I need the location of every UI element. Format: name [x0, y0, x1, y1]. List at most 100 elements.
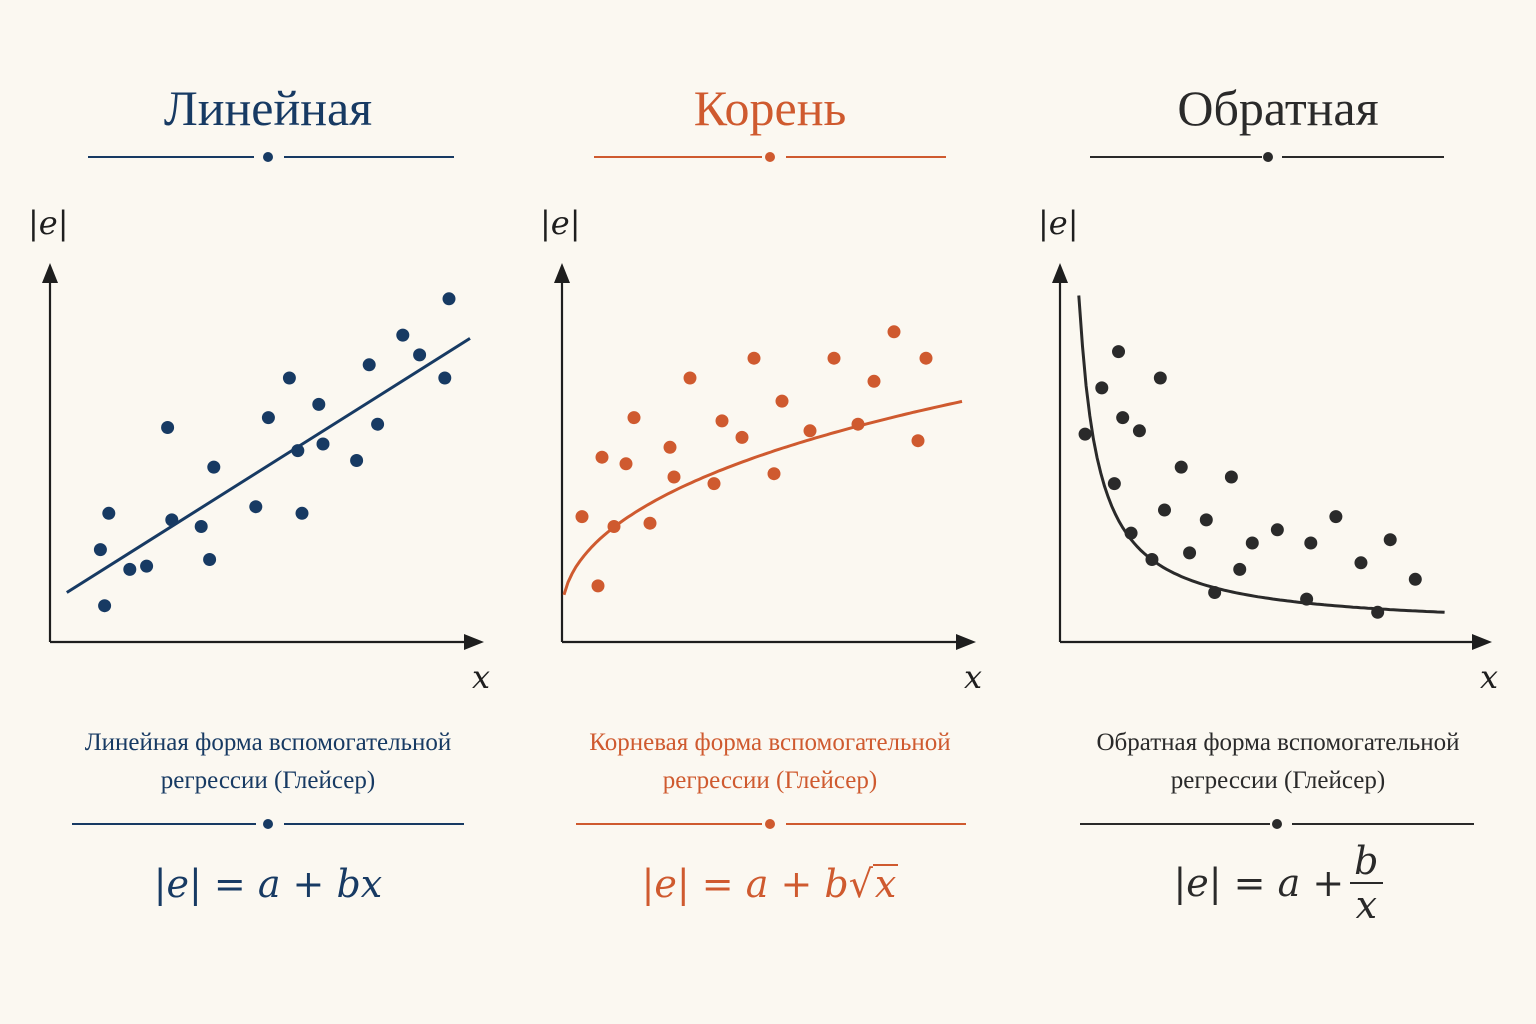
- x-axis-arrow: [956, 634, 976, 650]
- panel-title: Корень: [693, 80, 847, 136]
- data-point: [1224, 470, 1238, 484]
- data-point: [747, 351, 761, 365]
- data-point: [1107, 477, 1121, 491]
- data-point: [627, 411, 641, 425]
- data-point: [619, 457, 633, 471]
- data-point: [203, 553, 217, 566]
- data-point: [1354, 556, 1368, 570]
- data-point: [803, 424, 817, 438]
- title-divider: [1020, 150, 1536, 164]
- data-point: [1329, 510, 1343, 524]
- x-axis-arrow: [464, 634, 484, 650]
- data-point: [282, 371, 296, 385]
- data-point: [1383, 533, 1397, 547]
- data-point: [1233, 562, 1247, 576]
- data-point: [93, 543, 107, 557]
- panel-inverse: Обратная |e| x Обратная форма вспомогател…: [1020, 0, 1536, 1024]
- panel-caption: Корневая форма вспомогательной регрессии…: [520, 724, 1020, 800]
- formula-text: |e| = a + b: [641, 862, 849, 906]
- data-point: [735, 430, 749, 444]
- data-point: [1112, 345, 1126, 359]
- data-point: [775, 394, 789, 408]
- data-point: [591, 579, 605, 593]
- x-axis-label: x: [964, 658, 982, 696]
- caption-line-2: регрессии (Глейсер): [160, 767, 376, 794]
- data-point: [98, 599, 112, 613]
- data-point: [1132, 424, 1146, 438]
- data-point: [194, 520, 208, 533]
- scatter-plot-root: |e| x: [540, 204, 982, 696]
- x-axis-arrow: [1472, 634, 1492, 650]
- data-point: [1183, 546, 1197, 560]
- data-point: [1304, 536, 1318, 550]
- formula-linear: |e| = a + bx: [0, 862, 536, 906]
- data-point: [1270, 523, 1284, 537]
- data-point: [102, 506, 116, 520]
- y-axis-label: |e|: [540, 204, 581, 242]
- data-point: [312, 397, 326, 411]
- x-axis-label: x: [472, 658, 490, 696]
- data-point: [413, 348, 427, 362]
- data-point: [442, 292, 456, 306]
- y-axis-arrow: [554, 263, 570, 283]
- caption-line-1: Корневая форма вспомогательной: [589, 729, 951, 756]
- fit-curve: [1077, 295, 1445, 614]
- caption-divider: [1020, 817, 1536, 831]
- data-point: [1408, 572, 1422, 586]
- data-point: [140, 559, 154, 573]
- data-point: [643, 516, 657, 530]
- scatter-plot-linear: |e| x: [28, 204, 490, 696]
- formula-root: |e| = a + b√x: [520, 862, 1020, 906]
- data-point: [867, 374, 881, 388]
- scatter-plot-inverse: |e| x: [1038, 204, 1498, 696]
- formula-text: |e| = a +: [1173, 861, 1345, 905]
- formula-text: |e| = a + bx: [153, 862, 383, 906]
- formula-radicand: x: [872, 862, 899, 906]
- data-point: [350, 454, 364, 467]
- fit-curve: [66, 337, 471, 594]
- data-point: [295, 506, 309, 520]
- y-axis-arrow: [42, 263, 58, 283]
- y-axis-label: |e|: [1038, 204, 1079, 242]
- data-point: [911, 434, 925, 448]
- data-point: [1300, 592, 1314, 606]
- data-point: [851, 417, 865, 431]
- data-point: [683, 371, 697, 385]
- title-divider: [520, 150, 1020, 164]
- data-point: [1145, 553, 1159, 566]
- data-point: [767, 467, 781, 481]
- data-point: [1078, 427, 1092, 441]
- data-point: [1124, 526, 1138, 540]
- data-point: [707, 477, 721, 491]
- data-point: [575, 510, 589, 524]
- formula-inverse: |e| = a + b x: [1020, 840, 1536, 926]
- panel-title: Линейная: [163, 80, 373, 136]
- data-point: [1095, 381, 1109, 395]
- data-point: [261, 411, 275, 425]
- data-point: [1158, 503, 1171, 517]
- data-point: [663, 440, 677, 454]
- caption-line-1: Обратная форма вспомогательной: [1096, 729, 1460, 756]
- caption-divider: [520, 817, 1020, 831]
- data-point: [1208, 586, 1222, 599]
- data-point: [438, 371, 452, 385]
- data-point: [1371, 605, 1385, 619]
- data-point: [161, 421, 175, 434]
- data-point: [667, 470, 681, 484]
- data-point: [887, 325, 901, 339]
- data-point: [207, 460, 221, 474]
- data-point: [715, 414, 729, 428]
- data-point: [595, 450, 609, 464]
- panel-caption: Линейная форма вспомогательной регрессии…: [0, 724, 536, 800]
- data-point: [249, 500, 263, 514]
- data-point: [362, 358, 376, 372]
- title-divider: [0, 150, 536, 164]
- data-point: [396, 328, 410, 342]
- caption-divider: [0, 817, 536, 831]
- data-point: [1116, 411, 1130, 425]
- y-axis-arrow: [1052, 263, 1068, 283]
- data-point: [607, 520, 621, 533]
- data-point: [1153, 371, 1167, 385]
- data-point: [165, 513, 179, 527]
